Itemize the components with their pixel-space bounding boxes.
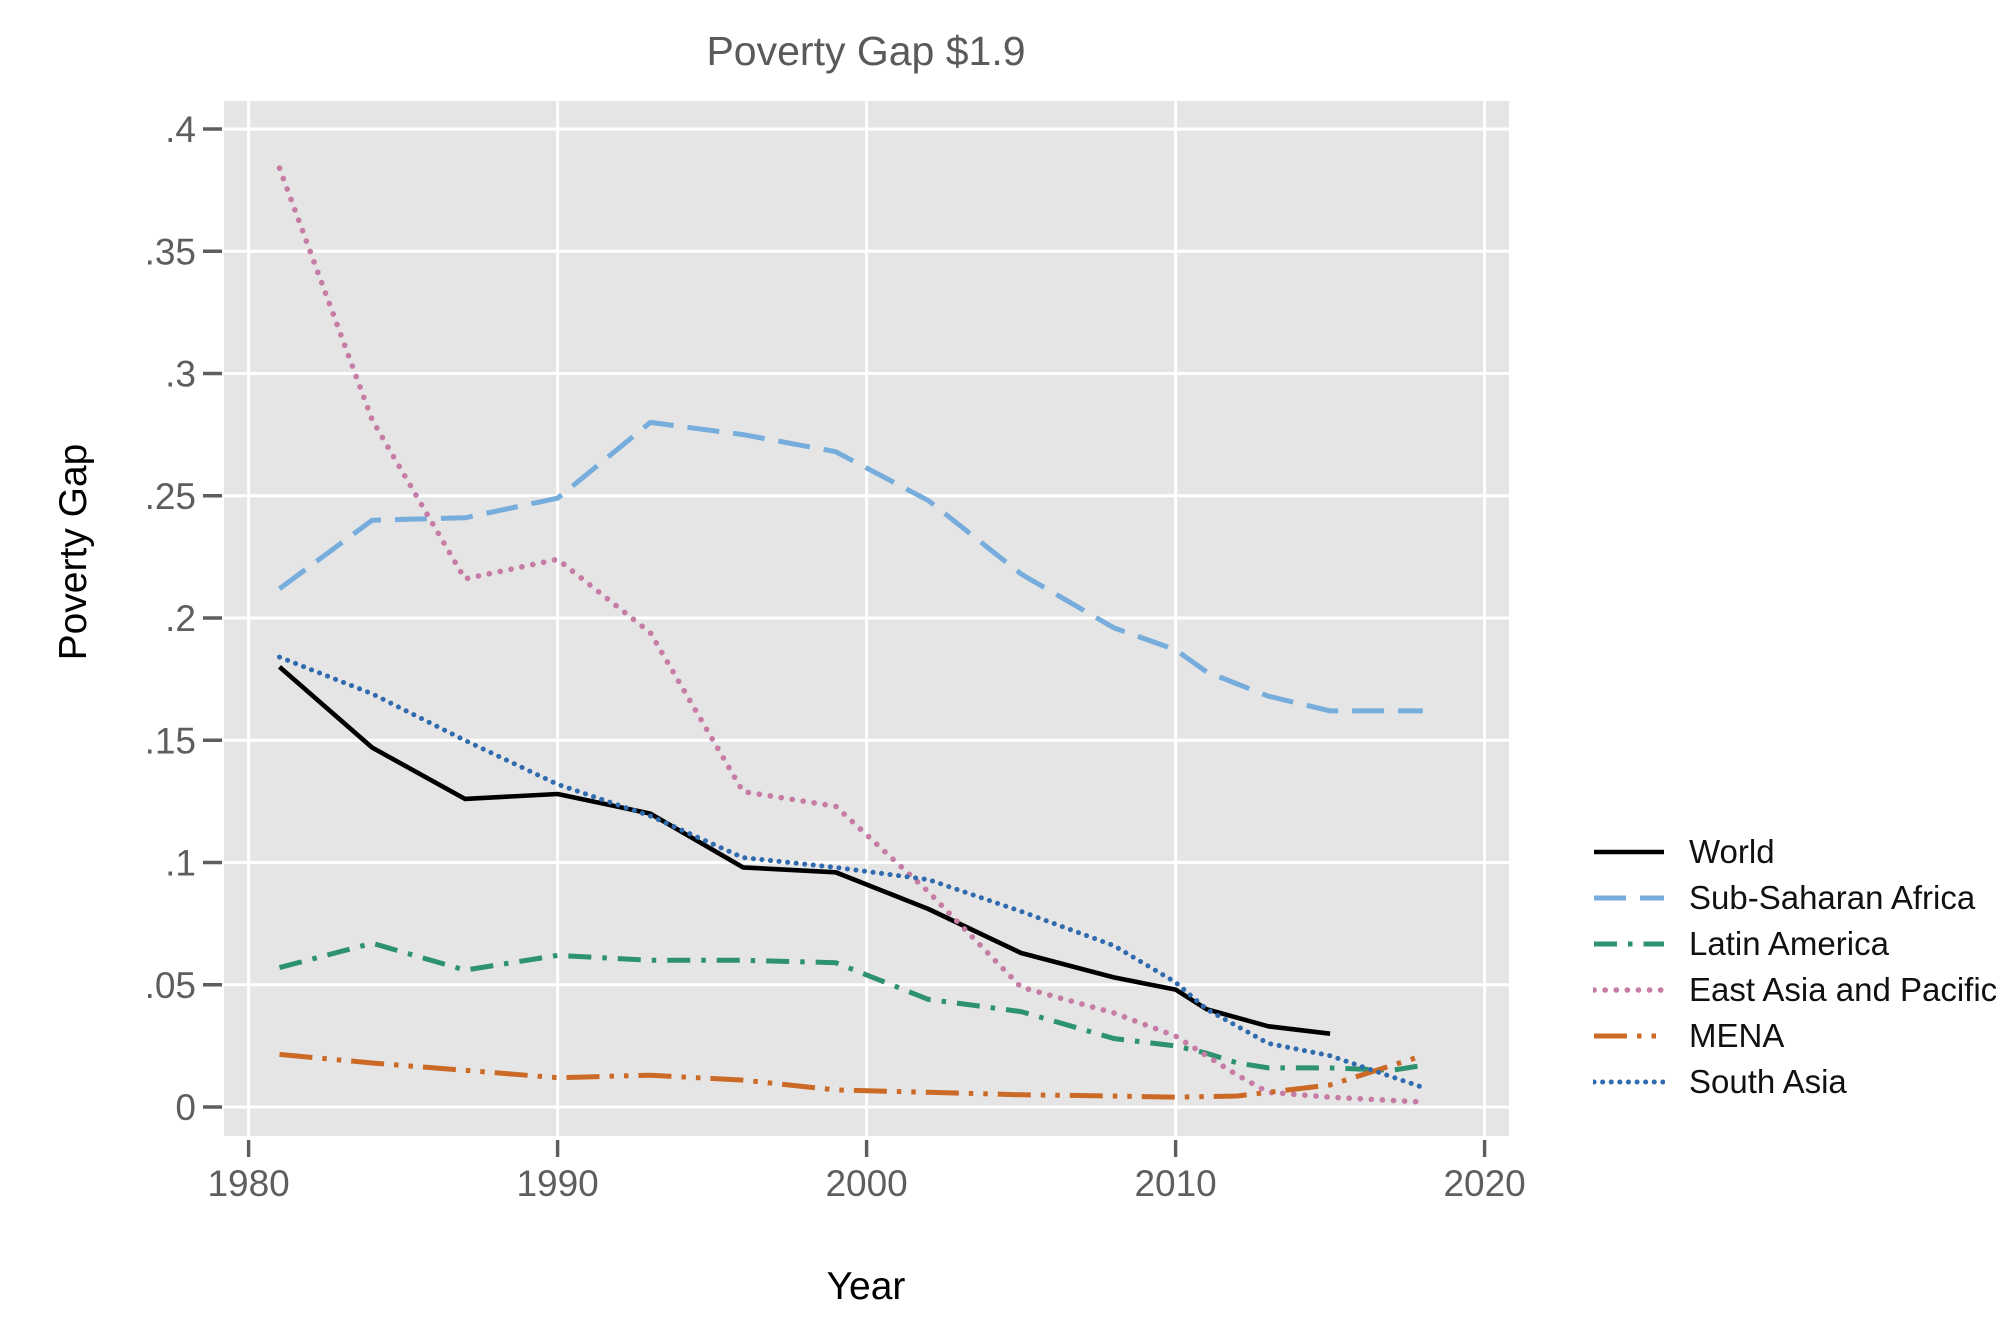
x-tick-label: 1990 (516, 1163, 598, 1204)
legend-swatch-mena (1594, 1033, 1664, 1039)
x-axis-title: Year (826, 1265, 906, 1308)
y-tick-label: .2 (165, 598, 196, 639)
legend-swatch-world (1594, 849, 1664, 855)
legend-label: South Asia (1689, 1063, 1847, 1100)
x-tick-label: 1980 (207, 1163, 289, 1204)
y-tick-label: .1 (165, 843, 196, 884)
y-tick-label: .3 (165, 354, 196, 395)
legend-item-east-asia-and-pacific: East Asia and Pacific (1593, 967, 1997, 1013)
legend-swatch-sub-saharan-africa (1594, 895, 1664, 901)
series-line-mena (279, 1051, 1424, 1100)
legend-item-sub-saharan-africa: Sub-Saharan Africa (1593, 875, 1997, 921)
series-line-latin-america (278, 940, 1424, 1073)
legend-item-latin-america: Latin America (1593, 921, 1997, 967)
legend-item-south-asia: South Asia (1593, 1059, 1997, 1105)
legend-label: MENA (1689, 1017, 1785, 1054)
x-tick-label: 2010 (1134, 1163, 1216, 1204)
y-tick-label: .35 (145, 231, 196, 272)
legend-label: East Asia and Pacific (1689, 971, 1998, 1008)
legend-label: Latin America (1689, 925, 1889, 962)
axis-ticks (203, 127, 1487, 1157)
legend-item-world: World (1593, 829, 1997, 875)
legend-swatch-latin-america (1594, 941, 1664, 947)
x-tick-label: 2000 (825, 1163, 907, 1204)
y-tick-label: .15 (145, 720, 196, 761)
y-tick-label: .4 (165, 109, 196, 150)
y-tick-label: .05 (145, 965, 196, 1006)
legend: World Sub-Saharan Africa Latin America East… (1593, 829, 1997, 1105)
series-line-east-asia-and-pacific (276, 165, 1426, 1105)
series-line-south-asia (277, 654, 1426, 1090)
legend-item-mena: MENA (1593, 1013, 1997, 1059)
x-tick-label: 2020 (1443, 1163, 1525, 1204)
legend-label: World (1689, 833, 1775, 870)
legend-swatch-south-asia (1593, 1079, 1665, 1085)
y-tick-label: 0 (175, 1087, 196, 1128)
series-line-sub-saharan-africa (278, 419, 1423, 714)
legend-label: Sub-Saharan Africa (1689, 879, 1976, 916)
legend-swatch-east-asia-and-pacific (1593, 987, 1665, 993)
chart-title: Poverty Gap $1.9 (706, 28, 1026, 74)
y-tick-label: .25 (145, 476, 196, 517)
gridlines (224, 101, 1509, 1136)
